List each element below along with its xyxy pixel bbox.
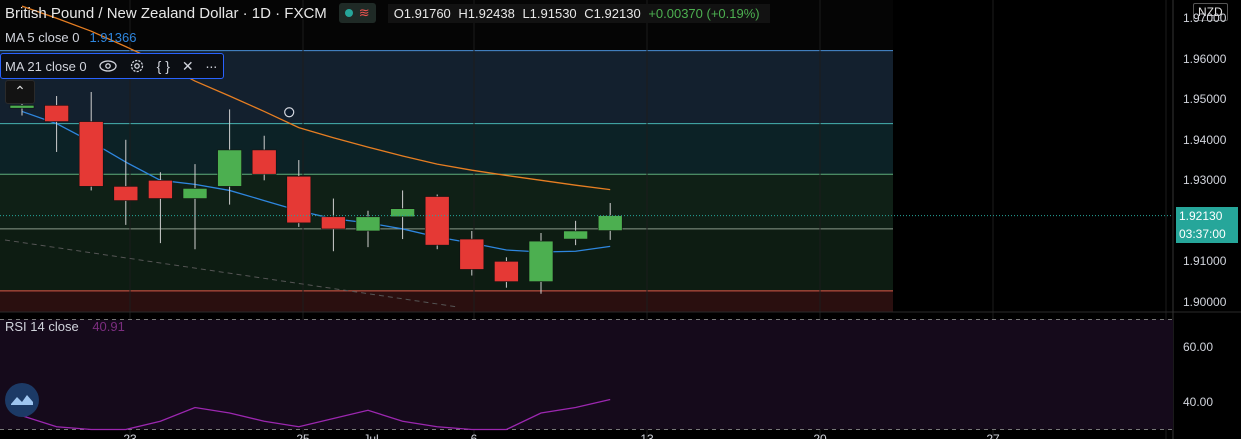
rsi-tick-label: 40.00 bbox=[1183, 395, 1214, 409]
price-tick-label: 1.90000 bbox=[1183, 294, 1227, 309]
price-tick-label: 1.94000 bbox=[1183, 132, 1227, 147]
rsi-tick-label: 60.00 bbox=[1183, 340, 1214, 354]
rsi-label: RSI 14 close bbox=[5, 319, 79, 334]
change-value: +0.00370 (+0.19%) bbox=[648, 5, 760, 21]
ma21-label: MA 21 close 0 bbox=[5, 58, 87, 74]
candle-body bbox=[597, 215, 623, 231]
price-tick-label: 1.93000 bbox=[1183, 173, 1227, 188]
ohlc-values: O1.91760 H1.92438 L1.91530 C1.92130 +0.0… bbox=[387, 3, 770, 23]
candle-body bbox=[9, 105, 35, 109]
tradingview-logo[interactable] bbox=[5, 383, 39, 417]
time-tick-label: 27 bbox=[986, 432, 1000, 439]
price-tick-label: 1.91000 bbox=[1183, 254, 1227, 269]
chevron-up-icon: ⌃ bbox=[14, 83, 26, 99]
close-value: C1.92130 bbox=[584, 5, 641, 21]
candle-body bbox=[78, 121, 104, 187]
open-value: O1.91760 bbox=[393, 5, 451, 21]
candle-body bbox=[459, 238, 485, 270]
anchor-point bbox=[284, 107, 295, 118]
candle-body bbox=[182, 188, 208, 199]
candle-body bbox=[113, 186, 139, 201]
eye-icon[interactable] bbox=[99, 60, 117, 72]
last-price-label: 1.92130 bbox=[1176, 206, 1238, 225]
zone-band bbox=[0, 290, 893, 312]
market-open-icon bbox=[344, 9, 353, 17]
price-tick-label: 1.96000 bbox=[1183, 51, 1227, 66]
source-code-icon[interactable]: { } bbox=[156, 58, 170, 74]
close-icon[interactable]: ✕ bbox=[181, 57, 194, 74]
rsi-value: 40.91 bbox=[92, 319, 125, 334]
time-tick-label: Jul bbox=[363, 432, 378, 439]
candle-body bbox=[424, 196, 450, 246]
currency-badge[interactable]: NZD bbox=[1193, 3, 1228, 21]
chart-header: British Pound / New Zealand Dollar · 1D … bbox=[0, 0, 770, 26]
ma5-label: MA 5 close 0 bbox=[5, 30, 80, 45]
price-tick-label: 1.95000 bbox=[1183, 92, 1227, 107]
candle-body bbox=[355, 216, 381, 232]
time-tick-label: 25 bbox=[296, 432, 310, 439]
candle-body bbox=[217, 149, 242, 187]
ma21-line bbox=[21, 5, 611, 191]
candle-body bbox=[44, 105, 69, 122]
candle-body bbox=[321, 216, 346, 230]
time-tick-label: 6 bbox=[471, 432, 478, 439]
ma5-line bbox=[21, 110, 611, 253]
candle-body bbox=[148, 180, 173, 199]
candle-body bbox=[528, 240, 554, 282]
candle-body bbox=[286, 175, 312, 224]
more-icon[interactable]: ∙∙∙ bbox=[205, 58, 218, 74]
wave-icon: ≋ bbox=[358, 5, 370, 20]
rsi-band bbox=[0, 319, 1173, 430]
candle-body bbox=[251, 149, 277, 175]
ma21-legend[interactable]: MA 21 close 0 { } ✕ ∙∙∙ bbox=[0, 53, 225, 79]
candle-body bbox=[390, 208, 415, 218]
rsi-line bbox=[21, 398, 611, 431]
gear-icon[interactable] bbox=[129, 58, 145, 74]
market-status[interactable]: ≋ bbox=[338, 3, 376, 23]
candle-body bbox=[494, 261, 519, 282]
rsi-legend[interactable]: RSI 14 close 40.91 bbox=[5, 319, 125, 334]
time-tick-label: 23 bbox=[123, 432, 137, 439]
low-value: L1.91530 bbox=[522, 5, 577, 21]
ma5-legend[interactable]: MA 5 close 0 1.91366 bbox=[0, 30, 136, 45]
countdown-label: 03:37:00 bbox=[1176, 224, 1238, 243]
high-value: H1.92438 bbox=[458, 5, 515, 21]
trend-line bbox=[4, 239, 459, 308]
time-tick-label: 20 bbox=[813, 432, 827, 439]
candle-body bbox=[563, 230, 588, 240]
collapse-legend-button[interactable]: ⌃ bbox=[5, 80, 35, 104]
price-tick-label: 1.97000 bbox=[1183, 11, 1227, 26]
ma5-value: 1.91366 bbox=[89, 30, 137, 45]
symbol-title[interactable]: British Pound / New Zealand Dollar · 1D … bbox=[5, 4, 327, 22]
time-tick-label: 13 bbox=[640, 432, 654, 439]
